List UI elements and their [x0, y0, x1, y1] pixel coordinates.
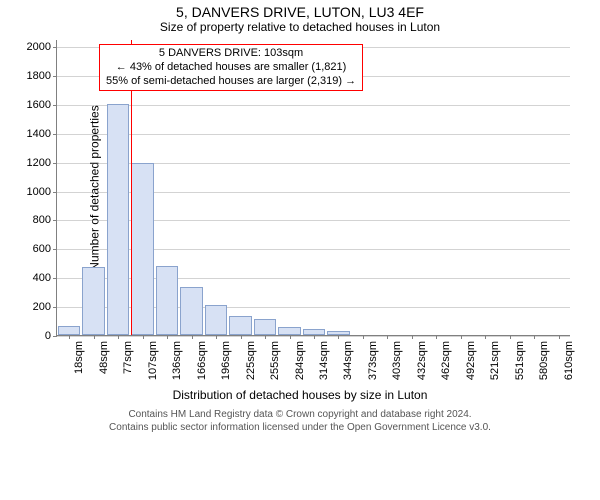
- y-tick-mark: [53, 278, 57, 279]
- info-box-line1: 5 DANVERS DRIVE: 103sqm: [106, 47, 356, 61]
- histogram-bar: [156, 266, 179, 335]
- x-tick-label: 166sqm: [196, 341, 208, 380]
- y-tick-mark: [53, 47, 57, 48]
- y-tick-label: 1000: [27, 186, 51, 198]
- histogram-bar: [278, 327, 301, 335]
- x-tick-mark: [241, 335, 242, 339]
- y-tick-mark: [53, 249, 57, 250]
- y-tick-label: 600: [33, 243, 51, 255]
- footer-line1: Contains HM Land Registry data © Crown c…: [0, 408, 600, 421]
- x-tick-label: 462sqm: [440, 341, 452, 380]
- y-tick-mark: [53, 105, 57, 106]
- y-tick-mark: [53, 220, 57, 221]
- x-tick-label: 492sqm: [465, 341, 477, 380]
- x-tick-label: 196sqm: [220, 341, 232, 380]
- y-tick-label: 200: [33, 301, 51, 313]
- x-tick-mark: [485, 335, 486, 339]
- y-tick-label: 0: [45, 330, 51, 342]
- gridline: [57, 105, 570, 106]
- histogram-bar: [229, 316, 252, 335]
- y-tick-label: 800: [33, 214, 51, 226]
- histogram-bar: [82, 267, 105, 335]
- histogram-bar: [254, 319, 277, 335]
- x-tick-mark: [436, 335, 437, 339]
- x-tick-mark: [143, 335, 144, 339]
- y-tick-mark: [53, 307, 57, 308]
- x-tick-label: 580sqm: [538, 341, 550, 380]
- x-tick-mark: [314, 335, 315, 339]
- x-tick-label: 344sqm: [342, 341, 354, 380]
- histogram-bar: [180, 287, 203, 335]
- histogram-bar: [205, 305, 228, 335]
- y-tick-mark: [53, 134, 57, 135]
- x-tick-label: 77sqm: [122, 341, 134, 374]
- x-tick-label: 284sqm: [294, 341, 306, 380]
- y-tick-mark: [53, 76, 57, 77]
- x-tick-mark: [216, 335, 217, 339]
- x-tick-mark: [412, 335, 413, 339]
- x-tick-mark: [94, 335, 95, 339]
- info-box-line2: ← 43% of detached houses are smaller (1,…: [106, 61, 356, 75]
- x-tick-mark: [387, 335, 388, 339]
- x-tick-label: 314sqm: [318, 341, 330, 380]
- x-tick-label: 551sqm: [514, 341, 526, 380]
- y-tick-label: 2000: [27, 41, 51, 53]
- x-tick-label: 18sqm: [73, 341, 85, 374]
- x-tick-label: 225sqm: [245, 341, 257, 380]
- x-tick-label: 255sqm: [269, 341, 281, 380]
- x-tick-mark: [338, 335, 339, 339]
- y-tick-label: 1600: [27, 99, 51, 111]
- footer: Contains HM Land Registry data © Crown c…: [0, 408, 600, 434]
- x-tick-mark: [559, 335, 560, 339]
- gridline: [57, 134, 570, 135]
- info-box: 5 DANVERS DRIVE: 103sqm ← 43% of detache…: [99, 44, 363, 91]
- x-tick-mark: [118, 335, 119, 339]
- info-box-line3: 55% of semi-detached houses are larger (…: [106, 75, 356, 89]
- x-tick-mark: [69, 335, 70, 339]
- y-tick-mark: [53, 192, 57, 193]
- histogram-bar: [131, 163, 154, 335]
- x-tick-label: 610sqm: [563, 341, 575, 380]
- y-tick-mark: [53, 336, 57, 337]
- y-tick-label: 400: [33, 272, 51, 284]
- x-tick-label: 107sqm: [147, 341, 159, 380]
- x-tick-mark: [290, 335, 291, 339]
- plot-area: 020040060080010001200140016001800200018s…: [56, 40, 570, 336]
- x-tick-label: 521sqm: [489, 341, 501, 380]
- y-tick-mark: [53, 163, 57, 164]
- y-tick-label: 1400: [27, 128, 51, 140]
- x-tick-label: 136sqm: [171, 341, 183, 380]
- chart-title: 5, DANVERS DRIVE, LUTON, LU3 4EF: [0, 4, 600, 20]
- y-tick-label: 1800: [27, 70, 51, 82]
- x-tick-mark: [534, 335, 535, 339]
- x-tick-mark: [192, 335, 193, 339]
- footer-line2: Contains public sector information licen…: [0, 421, 600, 434]
- x-tick-label: 403sqm: [391, 341, 403, 380]
- chart-subtitle: Size of property relative to detached ho…: [0, 20, 600, 34]
- x-tick-mark: [265, 335, 266, 339]
- chart-area: Number of detached properties 0200400600…: [56, 40, 580, 336]
- x-tick-mark: [363, 335, 364, 339]
- x-tick-mark: [167, 335, 168, 339]
- x-axis-label: Distribution of detached houses by size …: [0, 388, 600, 402]
- x-tick-mark: [510, 335, 511, 339]
- histogram-bar: [107, 104, 130, 335]
- x-tick-label: 48sqm: [98, 341, 110, 374]
- x-tick-label: 373sqm: [367, 341, 379, 380]
- y-tick-label: 1200: [27, 157, 51, 169]
- histogram-bar: [58, 326, 81, 335]
- x-tick-mark: [461, 335, 462, 339]
- x-tick-label: 432sqm: [416, 341, 428, 380]
